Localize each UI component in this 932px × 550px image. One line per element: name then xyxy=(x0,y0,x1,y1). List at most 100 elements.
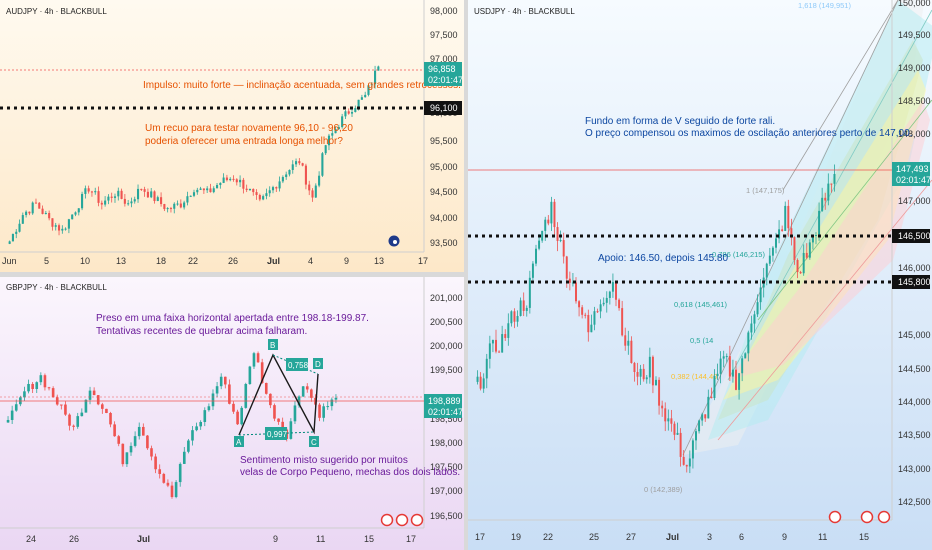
fib-label: 1 (147,175) xyxy=(746,186,785,195)
candle-body xyxy=(833,174,836,184)
gbpjpy-chart[interactable]: 201,000 200,500 200,000 199,500 198,500 … xyxy=(0,277,464,550)
price-tag[interactable]: 147,493 02:01:47 xyxy=(892,162,931,186)
y-tick: 199,500 xyxy=(430,365,463,375)
candle-body xyxy=(541,230,544,241)
lightning-icon[interactable] xyxy=(828,510,842,524)
candle-body xyxy=(60,404,63,406)
x-tick: 24 xyxy=(26,534,36,544)
candle-body xyxy=(664,408,667,422)
candle-body xyxy=(630,340,633,363)
horizontal-divider[interactable] xyxy=(0,272,464,277)
gbpjpy-x-axis[interactable]: 24 26 Jul 9 11 15 17 xyxy=(0,527,424,544)
candle-body xyxy=(150,448,153,457)
candle-body xyxy=(784,205,787,231)
candle-body xyxy=(491,339,494,344)
flag-icon[interactable] xyxy=(388,235,400,247)
note-impulse: Impulso: muito forte — inclinação acentu… xyxy=(143,80,461,91)
candle-body xyxy=(341,116,344,128)
audjpy-x-axis[interactable]: Jun 5 10 13 18 22 26 Jul 4 9 13 17 xyxy=(0,251,428,266)
audjpy-chart-panel[interactable]: 98,000 97,500 97,000 96,000 95,500 95,00… xyxy=(0,0,464,272)
candle-body xyxy=(824,197,827,201)
price-tag[interactable]: 96,858 02:01:47 xyxy=(424,62,463,86)
candle-body xyxy=(648,356,651,378)
usdjpy-x-axis[interactable]: 17 19 22 25 27 Jul 3 6 9 11 15 xyxy=(468,519,892,542)
price-tag[interactable]: 198,889 02:01:47 xyxy=(424,394,463,418)
candle-body xyxy=(590,324,593,333)
candle-body xyxy=(225,177,228,181)
candle-body xyxy=(688,458,691,467)
candle-body xyxy=(310,389,313,398)
usdjpy-y-axis[interactable]: 150,000 149,500 149,000 148,500 148,000 … xyxy=(891,0,931,520)
candle-body xyxy=(808,242,811,258)
candle-body xyxy=(611,282,614,292)
candle-body xyxy=(35,382,39,390)
note-pullback-1: Um recuo para testar novamente 96,10 - 9… xyxy=(145,123,353,134)
candle-body xyxy=(239,179,242,183)
flag-icon[interactable] xyxy=(877,510,891,524)
level-label-96100[interactable]: 96,100 xyxy=(424,101,462,115)
flag-icon[interactable] xyxy=(410,513,424,527)
y-tick: 146,000 xyxy=(898,263,931,273)
candle-body xyxy=(765,263,768,278)
candle-body xyxy=(207,406,211,411)
flag-icon[interactable] xyxy=(395,513,409,527)
candle-body xyxy=(790,228,793,238)
candle-body xyxy=(150,191,153,198)
abcd-pattern[interactable]: A B C D 0,758 0,997 xyxy=(234,339,323,447)
fib-channel[interactable]: 1,618 (149,951) 1 (147,175) 0,786 (146,2… xyxy=(644,0,932,494)
candle-body xyxy=(562,240,565,257)
candle-body xyxy=(232,403,235,412)
candle-body xyxy=(84,399,88,413)
candle-body xyxy=(236,411,239,425)
level-label-145800[interactable]: 145,800 xyxy=(892,275,931,289)
candle-body xyxy=(334,397,338,400)
candle-body xyxy=(293,405,297,422)
event-icons[interactable] xyxy=(828,510,891,524)
flag-icon[interactable] xyxy=(860,510,874,524)
candle-body xyxy=(206,188,209,191)
candle-body xyxy=(571,282,574,284)
x-tick: 11 xyxy=(818,532,827,542)
candle-body xyxy=(117,190,120,197)
candle-body xyxy=(575,282,577,302)
x-tick: 15 xyxy=(364,534,374,544)
usdjpy-chart[interactable]: 1,618 (149,951) 1 (147,175) 0,786 (146,2… xyxy=(468,0,932,550)
usdjpy-chart-panel[interactable]: 1,618 (149,951) 1 (147,175) 0,786 (146,2… xyxy=(468,0,932,550)
candle-body xyxy=(127,203,130,205)
y-tick: 200,500 xyxy=(430,317,463,327)
level-label-146500[interactable]: 146,500 xyxy=(892,229,931,243)
level-label: 146,500 xyxy=(898,231,931,241)
y-tick: 95,000 xyxy=(430,162,458,172)
flag-icon[interactable] xyxy=(380,513,394,527)
gbpjpy-chart-panel[interactable]: 201,000 200,500 200,000 199,500 198,500 … xyxy=(0,277,464,550)
gbpjpy-y-axis[interactable]: 201,000 200,500 200,000 199,500 198,500 … xyxy=(423,277,463,528)
candle-body xyxy=(331,133,334,136)
candle-body xyxy=(327,135,331,146)
candle-body xyxy=(277,418,280,422)
candle-body xyxy=(581,307,584,315)
level-label: 96,100 xyxy=(430,103,458,113)
candle-body xyxy=(326,406,330,408)
candle-body xyxy=(651,356,654,386)
y-tick: 198,000 xyxy=(430,438,463,448)
vertical-divider[interactable] xyxy=(464,0,468,550)
candle-body xyxy=(258,195,261,200)
audjpy-y-axis[interactable]: 98,000 97,500 97,000 96,000 95,500 95,00… xyxy=(423,0,458,252)
x-tick: 13 xyxy=(116,256,126,266)
candle-body xyxy=(370,84,373,86)
candle-body xyxy=(535,248,537,264)
candle-body xyxy=(334,128,337,134)
candle-body xyxy=(501,334,504,353)
audjpy-chart[interactable]: 98,000 97,500 97,000 96,000 95,500 95,00… xyxy=(0,0,464,272)
candle-body xyxy=(713,376,716,399)
x-tick: 26 xyxy=(69,534,79,544)
candle-body xyxy=(64,404,67,415)
event-icons[interactable] xyxy=(380,513,424,527)
fib-label: 1,618 (149,951) xyxy=(798,1,851,10)
point-c: C xyxy=(311,438,317,447)
candle-body xyxy=(18,223,21,232)
candle-body xyxy=(568,278,571,283)
last-price: 96,858 xyxy=(428,64,456,74)
candle-body xyxy=(101,404,104,409)
candle-body xyxy=(153,191,156,202)
